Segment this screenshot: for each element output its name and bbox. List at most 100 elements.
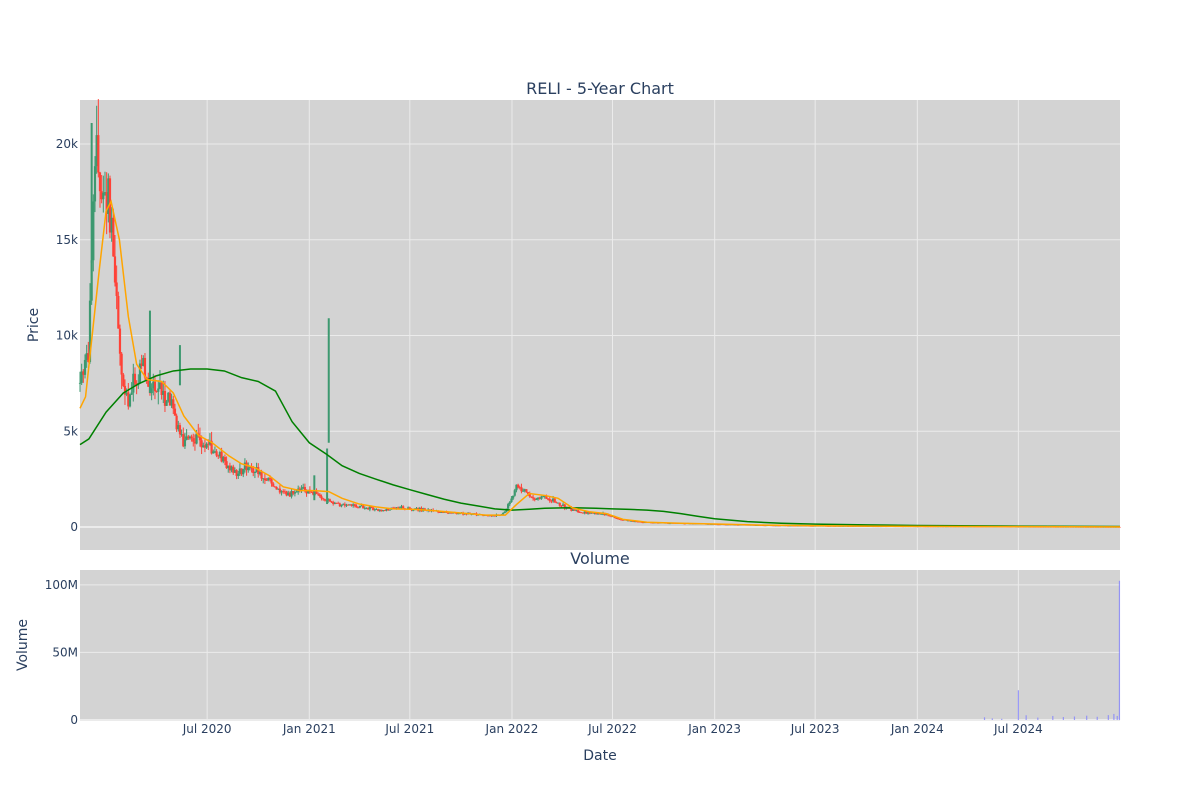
- price-y-tick-label: 0: [70, 520, 78, 534]
- candle: [408, 506, 411, 509]
- price-axis-title: Price: [26, 308, 42, 342]
- candle: [122, 372, 125, 388]
- candle-body: [516, 484, 520, 488]
- candle-body: [515, 484, 518, 491]
- candle-body: [92, 201, 95, 261]
- candle-body: [178, 425, 182, 435]
- candle: [228, 462, 232, 474]
- candle-body: [232, 466, 235, 473]
- candle: [87, 341, 90, 363]
- candle: [237, 470, 240, 479]
- candle-body: [545, 495, 548, 499]
- candle-body: [536, 497, 540, 500]
- candle-body: [240, 468, 243, 475]
- candle-body: [187, 436, 190, 439]
- candle-body: [208, 440, 212, 445]
- volume-bar: [991, 718, 993, 720]
- candle-body: [263, 478, 267, 481]
- candle: [82, 369, 85, 383]
- candle: [503, 511, 506, 514]
- volume-bar: [1096, 716, 1098, 720]
- candle: [240, 468, 243, 476]
- x-tick-label: Jan 2021: [282, 722, 336, 736]
- candle-body: [415, 508, 418, 509]
- volume-bar: [1001, 718, 1003, 720]
- candle-body: [412, 510, 415, 511]
- price-plot-area[interactable]: [80, 100, 1120, 550]
- candle: [90, 259, 93, 305]
- candle-body: [110, 217, 113, 233]
- candle-body: [80, 371, 83, 383]
- candle-body: [553, 498, 556, 503]
- candle-body: [200, 440, 203, 448]
- candle: [283, 489, 286, 494]
- candle-body: [82, 371, 85, 375]
- candle-body: [117, 295, 120, 329]
- candle: [298, 486, 301, 493]
- candle: [213, 446, 217, 454]
- candle: [571, 508, 575, 511]
- candle: [212, 449, 215, 454]
- candle: [203, 439, 207, 453]
- candle: [363, 506, 366, 510]
- volume-plot-area[interactable]: [80, 570, 1120, 720]
- candle: [113, 234, 117, 287]
- candle-body: [350, 504, 353, 506]
- candle-body: [118, 328, 122, 354]
- candle-body: [177, 425, 180, 430]
- candle: [150, 383, 153, 401]
- candle: [518, 485, 521, 490]
- candle-body: [115, 282, 118, 296]
- candle-body: [160, 382, 163, 395]
- candle-body: [590, 512, 593, 514]
- candle-body: [190, 436, 193, 439]
- candle: [330, 500, 333, 503]
- candle-body: [233, 470, 237, 473]
- candle: [208, 433, 212, 446]
- candle-body: [295, 491, 298, 493]
- volume-bar: [983, 717, 986, 720]
- candle: [610, 516, 613, 518]
- candle-body: [621, 519, 625, 521]
- candle: [328, 498, 331, 502]
- candle-body: [600, 513, 603, 515]
- candle: [165, 399, 168, 406]
- candle-body: [561, 504, 565, 506]
- volume-bar: [1107, 715, 1109, 720]
- candle: [178, 422, 182, 438]
- candle: [188, 435, 192, 440]
- candle-body: [573, 509, 576, 511]
- candle: [375, 508, 378, 511]
- candle: [170, 393, 173, 409]
- candle-body: [298, 488, 301, 491]
- candle: [310, 491, 313, 493]
- candle: [177, 420, 180, 432]
- candle: [320, 494, 323, 501]
- candle-body: [395, 507, 398, 509]
- candle: [348, 504, 351, 506]
- candle: [242, 468, 245, 478]
- candle: [230, 465, 233, 473]
- candle-body: [98, 172, 102, 192]
- candle-body: [493, 515, 496, 517]
- candle: [378, 509, 381, 513]
- candle: [158, 370, 162, 390]
- candle: [272, 482, 275, 487]
- candle: [175, 413, 178, 432]
- candle-body: [551, 498, 555, 502]
- candle-body: [616, 518, 620, 520]
- candle-body: [631, 520, 635, 522]
- candle: [275, 486, 278, 490]
- candle-body: [348, 504, 351, 506]
- candle-body: [668, 523, 671, 525]
- candle-body: [510, 498, 513, 503]
- x-tick-label: Jul 2024: [993, 722, 1043, 736]
- candle: [253, 471, 257, 479]
- candle-body: [213, 451, 217, 453]
- candle: [292, 490, 295, 496]
- candle: [367, 507, 370, 510]
- chart-title: RELI - 5-Year Chart: [526, 79, 674, 98]
- candle: [515, 484, 518, 493]
- candle-body: [543, 495, 546, 497]
- candle-body: [367, 507, 370, 510]
